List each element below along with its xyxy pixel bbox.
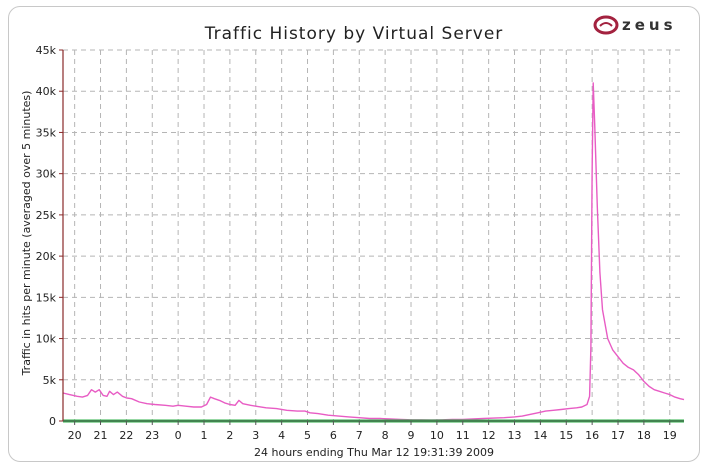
y-tick-label: 35k: [36, 126, 57, 139]
x-tick-label: 8: [382, 429, 389, 442]
y-tick-label: 15k: [36, 291, 57, 304]
x-tick-label: 20: [68, 429, 82, 442]
chart-title: Traffic History by Virtual Server: [204, 24, 504, 44]
y-tick-label: 0: [49, 415, 56, 428]
x-tick-label: 10: [430, 429, 444, 442]
zeus-swirl-icon: [593, 15, 619, 35]
x-tick-label: 12: [482, 429, 496, 442]
x-tick-labels: 20 21 22 23 0 1 2 3 4 5 6 7 8 9 10 11 12 13 14 15 16 17 18 19: [68, 429, 677, 442]
y-axis-label: Traffic in hits per minute (averaged ove…: [20, 91, 33, 377]
x-tick-label: 14: [533, 429, 547, 442]
x-tick-label: 11: [456, 429, 470, 442]
traffic-series-line: [62, 82, 685, 421]
x-tick-label: 17: [611, 429, 625, 442]
chart-frame: [8, 6, 700, 462]
x-tick-label: 5: [304, 429, 311, 442]
y-tick-labels: 0 5k 10k 15k 20k 25k 30k 35k 40k 45k: [36, 44, 57, 428]
x-tick-label: 21: [94, 429, 108, 442]
grid-layer: [63, 49, 684, 421]
x-tick-label: 9: [408, 429, 415, 442]
y-tick-label: 40k: [36, 85, 57, 98]
x-tick-label: 2: [226, 429, 233, 442]
x-tick-label: 3: [252, 429, 259, 442]
x-tick-label: 15: [559, 429, 573, 442]
x-tick-label: 4: [278, 429, 285, 442]
x-tick-label: 18: [637, 429, 651, 442]
y-tick-label: 45k: [36, 44, 57, 57]
y-tick-label: 5k: [43, 374, 57, 387]
zeus-logo-text: zeus: [622, 16, 677, 34]
zeus-logo: zeus: [592, 14, 692, 42]
x-tick-label: 7: [356, 429, 363, 442]
x-tick-label: 1: [201, 429, 208, 442]
y-tick-label: 25k: [36, 209, 57, 222]
x-tick-label: 22: [119, 429, 133, 442]
x-tick-label: 16: [585, 429, 599, 442]
x-tick-label: 6: [330, 429, 337, 442]
x-tick-label: 13: [508, 429, 522, 442]
y-tick-label: 20k: [36, 250, 57, 263]
y-tick-label: 10k: [36, 333, 57, 346]
x-tick-label: 0: [175, 429, 182, 442]
axis-layer: [59, 49, 684, 425]
x-tick-label: 23: [145, 429, 159, 442]
x-tick-label: 19: [663, 429, 677, 442]
y-tick-label: 30k: [36, 168, 57, 181]
series-layer: [62, 82, 685, 423]
x-axis-label: 24 hours ending Thu Mar 12 19:31:39 2009: [254, 446, 494, 459]
